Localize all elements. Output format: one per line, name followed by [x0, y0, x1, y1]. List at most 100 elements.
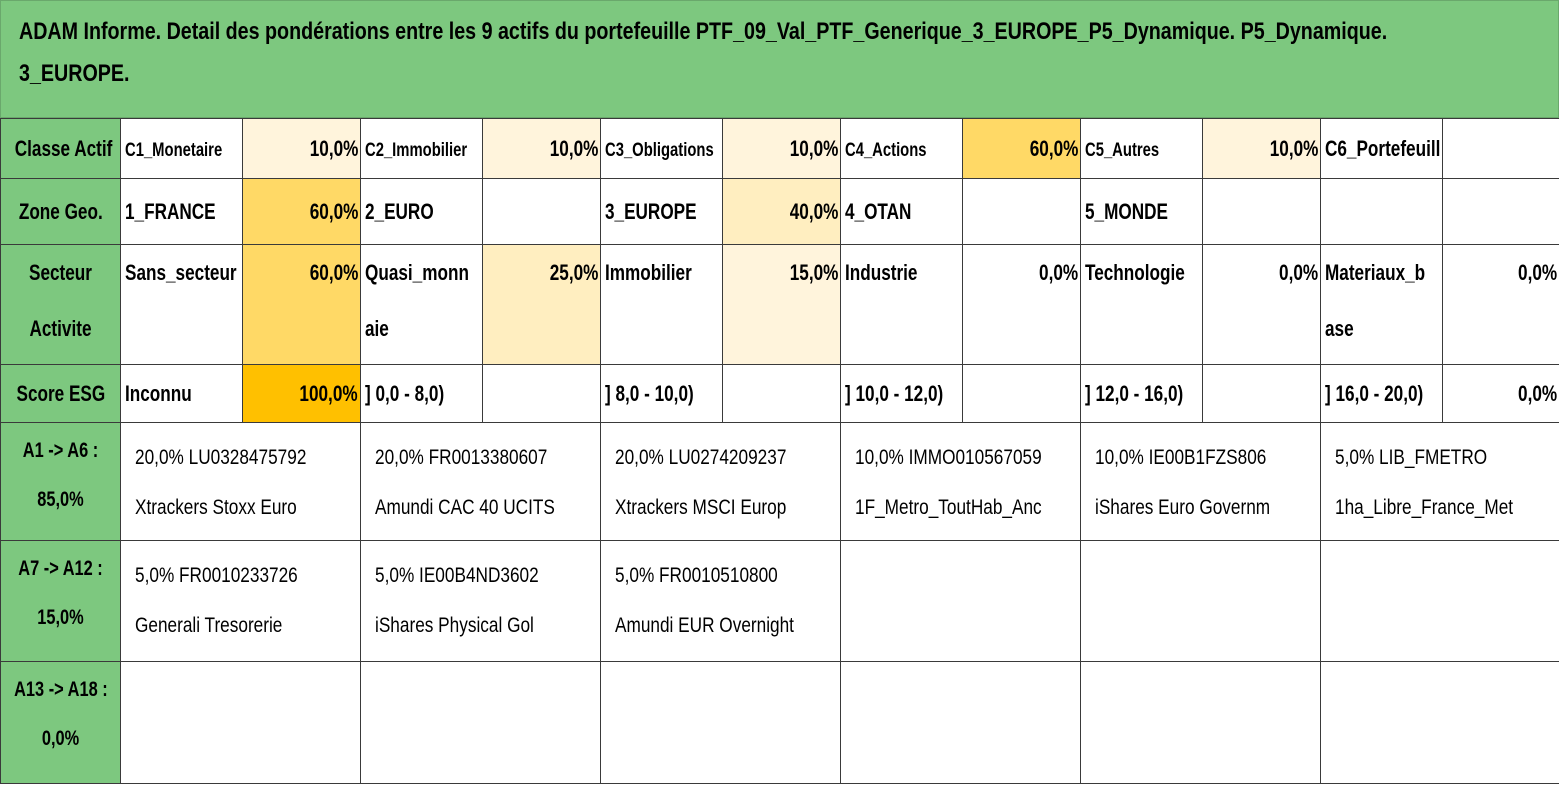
zone-name — [1320, 178, 1443, 245]
cell-text: 1ha_Libre_France_Met — [1335, 496, 1514, 519]
cell-text: Industrie — [845, 260, 918, 285]
zone-name: 4_OTAN — [840, 178, 963, 245]
asset-cell: 5,0% FR0010233726 Generali Tresorerie — [120, 540, 361, 662]
cell-text: ] 16,0 - 20,0) — [1325, 380, 1424, 406]
row-secteur-activite: Secteur Activite Sans_secteur 60,0% Quas… — [0, 244, 1559, 365]
row-score-esg: Score ESG Inconnu 100,0% ] 0,0 - 8,0) ] … — [0, 364, 1559, 423]
classe-value: 10,0% — [1202, 118, 1321, 179]
cell-text: C1_Monetaire — [125, 139, 223, 161]
classe-name: C4_Actions — [840, 118, 963, 179]
zone-value: 60,0% — [242, 178, 361, 245]
cell-text: 20,0% LU0274209237 — [615, 446, 787, 469]
zone-value — [1202, 178, 1321, 245]
cell-text: 85,0% — [37, 488, 84, 511]
classe-name: C3_Obligations — [600, 118, 723, 179]
cell-text: Secteur — [29, 260, 92, 285]
cell-text: ] 8,0 - 10,0) — [605, 380, 694, 406]
cell-text: 60,0% — [309, 198, 358, 224]
cell-text: 20,0% LU0328475792 — [135, 446, 307, 469]
asset-cell — [600, 661, 841, 784]
asset-cell: 10,0% IMMO010567059 1F_Metro_ToutHab_Anc — [840, 422, 1081, 541]
secteur-value: 0,0% — [1202, 244, 1321, 365]
classe-value: 10,0% — [482, 118, 601, 179]
classe-value: 10,0% — [242, 118, 361, 179]
classe-value: 60,0% — [962, 118, 1081, 179]
classe-name: C2_Immobilier — [360, 118, 483, 179]
classe-name: C5_Autres — [1080, 118, 1203, 179]
summary-table: Classe Actif C1_Monetaire 10,0% C2_Immob… — [0, 118, 1559, 423]
zone-value — [962, 178, 1081, 245]
esg-name: ] 12,0 - 16,0) — [1080, 364, 1203, 423]
esg-value: 0,0% — [1442, 364, 1559, 423]
zone-name: 3_EUROPE — [600, 178, 723, 245]
asset-cell — [360, 661, 601, 784]
esg-value — [482, 364, 601, 423]
cell-text: 100,0% — [299, 380, 358, 406]
cell-text: Activite — [29, 316, 92, 341]
cell-text: Generali Tresorerie — [135, 614, 283, 637]
cell-text: ] 10,0 - 12,0) — [845, 380, 944, 406]
asset-group-label: A1 -> A6 : 85,0% — [0, 422, 121, 541]
cell-text: 15,0% — [789, 260, 838, 285]
cell-text: 10,0% — [549, 135, 598, 161]
asset-group-row: A1 -> A6 : 85,0% 20,0% LU0328475792 Xtrac… — [0, 422, 1559, 541]
classe-value — [1442, 118, 1559, 179]
cell-text: ] 0,0 - 8,0) — [365, 380, 445, 406]
cell-text: 0,0% — [1278, 260, 1318, 285]
classe-value: 10,0% — [722, 118, 841, 179]
esg-name: ] 10,0 - 12,0) — [840, 364, 963, 423]
cell-text: C2_Immobilier — [365, 139, 468, 161]
esg-name: ] 16,0 - 20,0) — [1320, 364, 1443, 423]
asset-cell — [840, 540, 1081, 662]
cell-text: 10,0% — [789, 135, 838, 161]
row-classe-actif: Classe Actif C1_Monetaire 10,0% C2_Immob… — [0, 118, 1559, 179]
secteur-value: 0,0% — [962, 244, 1081, 365]
secteur-name: Immobilier — [600, 244, 723, 365]
cell-text: A13 -> A18 : — [14, 678, 108, 701]
asset-group-row: A7 -> A12 : 15,0% 5,0% FR0010233726 Gener… — [0, 540, 1559, 662]
asset-cell: 20,0% FR0013380607 Amundi CAC 40 UCITS — [360, 422, 601, 541]
secteur-value: 60,0% — [242, 244, 361, 365]
secteur-name: Sans_secteur — [120, 244, 243, 365]
cell-text: Technologie — [1085, 260, 1185, 285]
cell-text: Sans_secteur — [125, 260, 237, 285]
cell-text: 15,0% — [37, 606, 84, 629]
cell-text: A7 -> A12 : — [18, 557, 103, 580]
cell-text: 3_EUROPE — [605, 198, 697, 224]
row-zone-geo: Zone Geo. 1_FRANCE 60,0% 2_EURO 3_EUROPE… — [0, 178, 1559, 245]
secteur-name: Quasi_monn aie — [360, 244, 483, 365]
asset-cell — [120, 661, 361, 784]
cell-text: Xtrackers MSCI Europ — [615, 496, 787, 519]
esg-name: ] 0,0 - 8,0) — [360, 364, 483, 423]
asset-cell: 5,0% IE00B4ND3602 iShares Physical Gol — [360, 540, 601, 662]
cell-text: Score ESG — [16, 380, 105, 406]
report-title-line1: ADAM Informe. Detail des pondérations en… — [19, 18, 1388, 45]
cell-text: 2_EURO — [365, 198, 434, 224]
cell-text: Amundi EUR Overnight — [615, 614, 794, 637]
esg-value — [962, 364, 1081, 423]
cell-text: 4_OTAN — [845, 198, 912, 224]
cell-text: 5,0% LIB_FMETRO — [1335, 446, 1488, 469]
cell-text: iShares Physical Gol — [375, 614, 534, 637]
cell-text: Materiaux_b ase — [1325, 260, 1426, 341]
cell-text: Zone Geo. — [18, 198, 103, 224]
asset-group-label: A7 -> A12 : 15,0% — [0, 540, 121, 662]
secteur-value: 0,0% — [1442, 244, 1559, 365]
cell-text: C3_Obligations — [605, 139, 714, 161]
zone-name: 1_FRANCE — [120, 178, 243, 245]
classe-name: C1_Monetaire — [120, 118, 243, 179]
secteur-value: 25,0% — [482, 244, 601, 365]
cell-text: 5,0% IE00B4ND3602 — [375, 564, 539, 587]
zone-value — [1442, 178, 1559, 245]
cell-text: 20,0% FR0013380607 — [375, 446, 548, 469]
cell-text: 25,0% — [549, 260, 598, 285]
asset-cell: 5,0% FR0010510800 Amundi EUR Overnight — [600, 540, 841, 662]
esg-value: 100,0% — [242, 364, 361, 423]
cell-text: 0,0% — [1517, 260, 1557, 285]
row-label-score-esg: Score ESG — [0, 364, 121, 423]
asset-cell: 5,0% LIB_FMETRO 1ha_Libre_France_Met — [1320, 422, 1559, 541]
row-label-secteur: Secteur Activite — [0, 244, 121, 365]
cell-text: Amundi CAC 40 UCITS — [375, 496, 555, 519]
cell-text: 1_FRANCE — [125, 198, 216, 224]
